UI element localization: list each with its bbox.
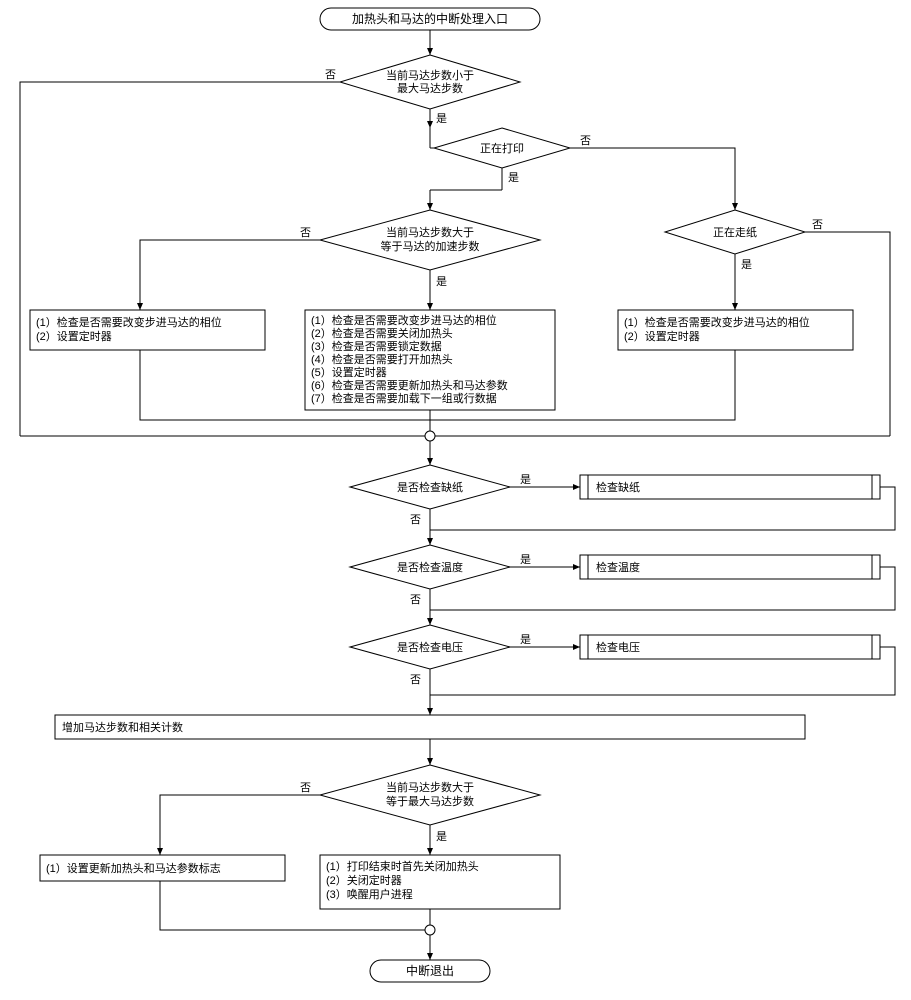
svg-text:(2）设置定时器: (2）设置定时器 (624, 329, 700, 343)
svg-text:(3）检查是否需要锁定数据: (3）检查是否需要锁定数据 (311, 339, 442, 353)
node-p-right: (1）检查是否需要改变步进马达的相位 (2）设置定时器 (618, 310, 853, 350)
node-d5: 是否检查缺纸 (350, 465, 510, 509)
d8-yes: 是 (436, 830, 447, 843)
d1-yes: 是 (436, 112, 447, 125)
svg-text:最大马达步数: 最大马达步数 (397, 81, 463, 95)
svg-text:(5）设置定时器: (5）设置定时器 (311, 365, 387, 379)
svg-text:(1）检查是否需要改变步进马达的相位: (1）检查是否需要改变步进马达的相位 (624, 315, 810, 329)
flowchart: 加热头和马达的中断处理入口 当前马达步数小于 最大马达步数 否 是 正在打印 是… (0, 0, 911, 1000)
d1-no: 否 (325, 69, 336, 81)
d3-no: 否 (300, 227, 311, 239)
node-d4: 正在走纸 (665, 210, 805, 254)
svg-text:正在打印: 正在打印 (480, 141, 524, 155)
d4-no: 否 (812, 219, 823, 231)
svg-text:(1）检查是否需要改变步进马达的相位: (1）检查是否需要改变步进马达的相位 (36, 315, 222, 329)
d5-no: 否 (410, 514, 421, 526)
d6-yes: 是 (520, 553, 531, 566)
svg-text:(4）检查是否需要打开加热头: (4）检查是否需要打开加热头 (311, 352, 453, 366)
svg-text:检查电压: 检查电压 (596, 640, 640, 654)
node-p6: 检查温度 (580, 555, 880, 579)
svg-text:正在走纸: 正在走纸 (713, 226, 757, 239)
d7-no: 否 (410, 674, 421, 686)
svg-text:(2）设置定时器: (2）设置定时器 (36, 329, 112, 343)
svg-text:(2）检查是否需要关闭加热头: (2）检查是否需要关闭加热头 (311, 326, 453, 340)
node-p9l: (1）设置更新加热头和马达参数标志 (40, 855, 285, 881)
svg-text:当前马达步数大于: 当前马达步数大于 (386, 225, 474, 239)
d5-yes: 是 (520, 473, 531, 486)
node-end: 中断退出 (370, 960, 490, 982)
svg-text:(3）唤醒用户进程: (3）唤醒用户进程 (326, 887, 413, 901)
d2-yes: 是 (508, 171, 519, 184)
end-label: 中断退出 (406, 963, 454, 978)
svg-text:检查温度: 检查温度 (596, 560, 640, 574)
d6-no: 否 (410, 594, 421, 606)
svg-text:等于最大马达步数: 等于最大马达步数 (386, 794, 474, 808)
svg-text:(1）设置更新加热头和马达参数标志: (1）设置更新加热头和马达参数标志 (46, 861, 221, 875)
node-p9r: (1）打印结束时首先关闭加热头 (2）关闭定时器 (3）唤醒用户进程 (320, 855, 560, 909)
node-d7: 是否检查电压 (350, 625, 510, 669)
node-d2: 正在打印 (434, 128, 570, 168)
node-p-mid: (1）检查是否需要改变步进马达的相位 (2）检查是否需要关闭加热头 (3）检查是… (305, 310, 555, 410)
d7-yes: 是 (520, 633, 531, 646)
node-d6: 是否检查温度 (350, 545, 510, 589)
d3-yes: 是 (436, 275, 447, 288)
d2-no: 否 (580, 135, 591, 147)
svg-text:当前马达步数大于: 当前马达步数大于 (386, 780, 474, 794)
merge-2 (425, 925, 435, 935)
svg-text:是否检查电压: 是否检查电压 (397, 640, 463, 654)
node-p5: 检查缺纸 (580, 475, 880, 499)
svg-text:增加马达步数和相关计数: 增加马达步数和相关计数 (62, 720, 183, 734)
svg-text:(2）关闭定时器: (2）关闭定时器 (326, 873, 402, 887)
svg-text:是否检查温度: 是否检查温度 (397, 560, 463, 574)
node-d3: 当前马达步数大于 等于马达的加速步数 (320, 210, 540, 270)
node-d8: 当前马达步数大于 等于最大马达步数 (320, 765, 540, 825)
d4-yes: 是 (741, 258, 752, 271)
svg-text:(6）检查是否需要更新加热头和马达参数: (6）检查是否需要更新加热头和马达参数 (311, 378, 508, 392)
node-p8: 增加马达步数和相关计数 (55, 715, 805, 739)
svg-text:(7）检查是否需要加载下一组或行数据: (7）检查是否需要加载下一组或行数据 (311, 391, 497, 405)
start-label: 加热头和马达的中断处理入口 (352, 11, 508, 26)
node-p-left: (1）检查是否需要改变步进马达的相位 (2）设置定时器 (30, 310, 265, 350)
node-p7: 检查电压 (580, 635, 880, 659)
node-d1: 当前马达步数小于 最大马达步数 (340, 55, 520, 109)
svg-text:等于马达的加速步数: 等于马达的加速步数 (381, 239, 480, 253)
svg-text:(1）打印结束时首先关闭加热头: (1）打印结束时首先关闭加热头 (326, 859, 479, 873)
d8-no: 否 (300, 782, 311, 794)
node-start: 加热头和马达的中断处理入口 (320, 8, 540, 30)
merge-1 (425, 431, 435, 441)
svg-text:当前马达步数小于: 当前马达步数小于 (386, 68, 474, 82)
svg-text:(1）检查是否需要改变步进马达的相位: (1）检查是否需要改变步进马达的相位 (311, 313, 497, 327)
svg-text:是否检查缺纸: 是否检查缺纸 (397, 480, 463, 494)
svg-text:检查缺纸: 检查缺纸 (596, 480, 640, 494)
